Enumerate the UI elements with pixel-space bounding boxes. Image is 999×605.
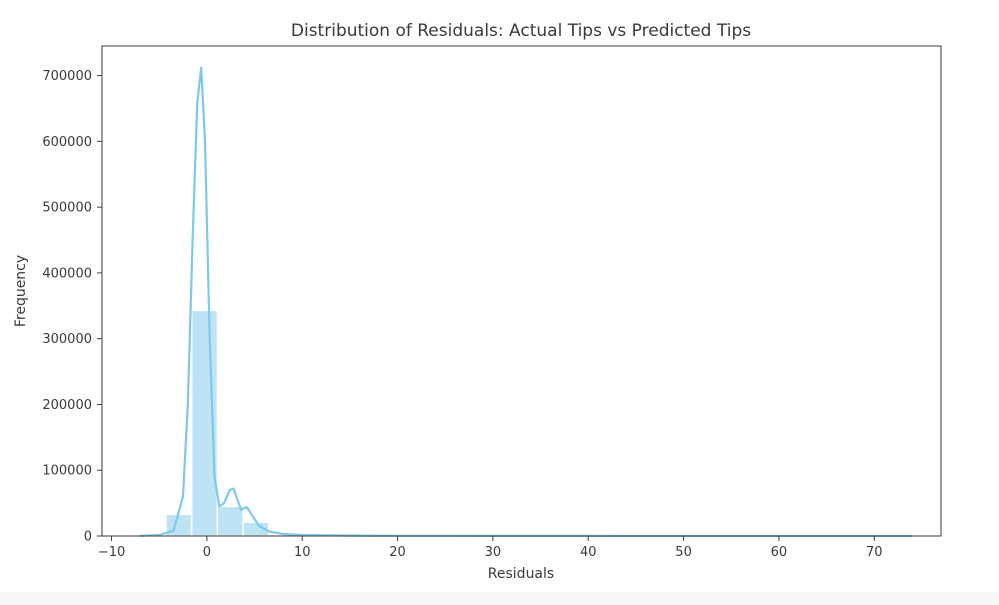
chart-figure: Distribution of Residuals: Actual Tips v… <box>13 21 942 582</box>
y-axis-label: Frequency <box>13 255 29 327</box>
kde-curve-group <box>140 66 913 538</box>
x-tick-label: 60 <box>771 545 788 560</box>
x-tick-label: 10 <box>294 545 311 560</box>
kde-curve <box>140 66 913 538</box>
y-tick-label: 100000 <box>42 464 92 479</box>
x-tick-label: 0 <box>203 545 211 560</box>
x-tick-label: 50 <box>675 545 692 560</box>
y-tick-label: 300000 <box>42 332 92 347</box>
plot-frame <box>101 45 942 537</box>
y-axis-ticks: 0 100000 200000 300000 400000 500000 600000 700… <box>42 69 102 545</box>
y-tick-label: 400000 <box>42 266 92 281</box>
histogram-bars <box>139 309 914 537</box>
x-tick-label: 30 <box>485 545 502 560</box>
y-tick-label: 0 <box>84 530 92 545</box>
x-tick-label: −10 <box>98 545 125 560</box>
y-tick-label: 700000 <box>42 69 92 84</box>
y-tick-label: 500000 <box>42 201 92 216</box>
chart-title: Distribution of Residuals: Actual Tips v… <box>291 21 751 41</box>
y-tick-label: 200000 <box>42 398 92 413</box>
x-tick-label: 20 <box>389 545 406 560</box>
x-tick-label: 40 <box>580 545 597 560</box>
x-axis-ticks: −10 0 10 20 30 40 50 60 70 <box>98 536 883 560</box>
histogram-bar-3 <box>216 505 244 537</box>
x-tick-label: 70 <box>866 545 883 560</box>
x-axis-label: Residuals <box>488 566 554 582</box>
histogram-chart: Distribution of Residuals: Actual Tips v… <box>13 21 942 582</box>
y-tick-label: 600000 <box>42 135 92 150</box>
